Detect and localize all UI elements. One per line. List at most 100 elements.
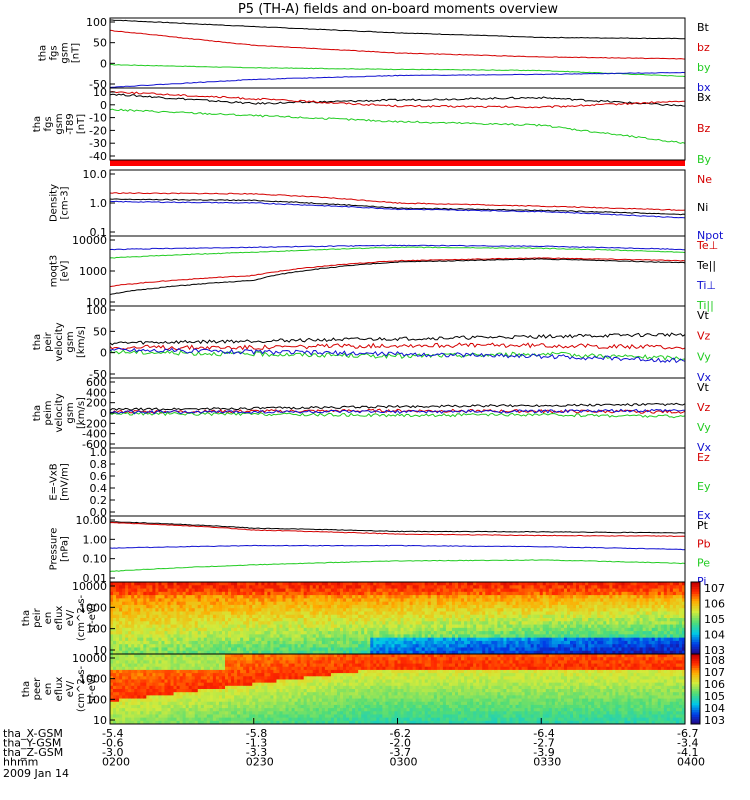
spectrogram-cell — [621, 634, 625, 639]
spectrogram-cell — [255, 604, 259, 609]
spectrogram-cell — [191, 631, 196, 635]
spectrogram-cell — [657, 614, 662, 619]
y-axis-label-line: [mV/m] — [60, 463, 71, 501]
spectrogram-cell — [276, 611, 280, 616]
spectrogram-cell — [285, 618, 289, 622]
spectrogram-cell — [134, 618, 138, 622]
spectrogram-cell — [122, 582, 126, 586]
spectrogram-cell — [657, 582, 662, 586]
spectrogram-cell — [645, 608, 650, 612]
spectrogram-cell — [149, 588, 153, 593]
spectrogram-cell — [433, 634, 438, 639]
spectrogram-cell — [642, 582, 647, 586]
spectrogram-cell — [273, 627, 277, 632]
spectrogram-cell — [361, 585, 365, 589]
spectrogram-cell — [125, 627, 129, 632]
spectrogram-cell — [197, 631, 202, 635]
spectrogram-cell — [439, 618, 444, 622]
spectrogram-cell — [563, 647, 568, 652]
spectrogram-cell — [161, 611, 165, 616]
spectrogram-cell — [143, 701, 147, 706]
spectrogram-cell — [554, 634, 559, 639]
spectrogram-cell — [336, 631, 341, 635]
spectrogram-cell — [548, 621, 553, 625]
spectrogram-cell — [500, 637, 504, 642]
spectrogram-cell — [113, 708, 117, 712]
spectrogram-cell — [330, 585, 335, 589]
spectrogram-cell — [657, 644, 662, 648]
spectrogram-cell — [164, 598, 168, 603]
spectrogram-cell — [333, 582, 338, 586]
spectrogram-cell — [479, 640, 483, 645]
spectrogram-cell — [122, 585, 126, 589]
spectrogram-cell — [140, 624, 144, 629]
spectrogram-cell — [503, 604, 507, 609]
spectrogram-cell — [400, 611, 404, 616]
spectrogram-cell — [282, 604, 286, 609]
spectrogram-cell — [340, 604, 344, 609]
spectrogram-cell — [412, 647, 417, 652]
spectrogram-cell — [560, 621, 565, 625]
spectrogram-cell — [137, 669, 141, 674]
spectrogram-cell — [206, 604, 211, 609]
spectrogram-cell — [455, 582, 459, 586]
spectrogram-cell — [131, 621, 135, 625]
spectrogram-cell — [442, 650, 447, 655]
spectrogram-cell — [188, 647, 193, 652]
spectrogram-cell — [158, 601, 162, 606]
spectrogram-cell — [382, 618, 386, 622]
spectrogram-cell — [576, 618, 580, 622]
spectrogram-cell — [267, 595, 271, 599]
spectrogram-cell — [473, 588, 477, 593]
spectrogram-cell — [385, 591, 389, 596]
spectrogram-cell — [464, 611, 468, 616]
spectrogram-cell — [137, 585, 141, 589]
spectrogram-cell — [116, 704, 120, 709]
spectrogram-cell — [663, 598, 668, 603]
spectrogram-cell — [678, 634, 683, 639]
spectrogram-cell — [445, 611, 450, 616]
spectrogram-cell — [152, 582, 156, 586]
spectrogram-cell — [330, 644, 335, 648]
spectrogram-cell — [255, 618, 259, 622]
spectrogram-cell — [188, 608, 193, 612]
spectrogram-cell — [394, 627, 398, 632]
spectrogram-cell — [185, 657, 190, 661]
spectrogram-cell — [131, 601, 135, 606]
spectrogram-cell — [303, 634, 308, 639]
spectrogram-cell — [125, 676, 129, 680]
spectrogram-cell — [146, 673, 150, 677]
spectrogram-cell — [630, 640, 634, 645]
spectrogram-cell — [321, 582, 326, 586]
spectrogram-cell — [191, 650, 196, 655]
spectrogram-cell — [367, 621, 371, 625]
spectrogram-cell — [642, 604, 647, 609]
spectrogram-cell — [246, 608, 250, 612]
spectrogram-cell — [364, 598, 368, 603]
spectrogram-cell — [681, 627, 686, 632]
spectrogram-cell — [433, 614, 438, 619]
spectrogram-cell — [412, 595, 417, 599]
spectrogram-cell — [167, 608, 171, 612]
spectrogram-cell — [448, 601, 453, 606]
spectrogram-cell — [660, 582, 665, 586]
spectrogram-cell — [476, 608, 480, 612]
spectrogram-cell — [182, 614, 187, 619]
spectrogram-cell — [146, 714, 150, 719]
spectrogram-cell — [137, 692, 141, 696]
spectrogram-cell — [600, 650, 604, 655]
spectrogram-cell — [663, 640, 668, 645]
spectrogram-cell — [376, 637, 380, 642]
spectrogram-cell — [228, 647, 232, 652]
spectrogram-cell — [669, 640, 674, 645]
spectrogram-cell — [458, 637, 462, 642]
spectrogram-cell — [566, 618, 571, 622]
spectrogram-cell — [509, 598, 513, 603]
spectrogram-cell — [418, 618, 423, 622]
spectrogram-cell — [149, 621, 153, 625]
series-line-ni — [109, 198, 686, 216]
spectrogram-cell — [125, 585, 129, 589]
spectrogram-cell — [551, 585, 556, 589]
spectrogram-cell — [279, 618, 283, 622]
spectrogram-cell — [497, 591, 501, 596]
